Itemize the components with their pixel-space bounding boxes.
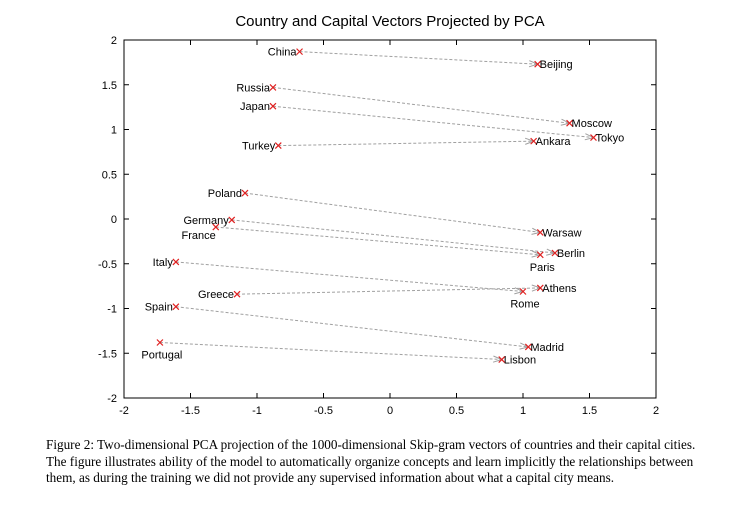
points-layer: China Beijing Russia Moscow Japan Tokyo Turkey… — [141, 47, 624, 367]
point-marker-ankara — [530, 137, 538, 145]
arrow-italy — [175, 261, 524, 292]
point-marker-france — [212, 223, 220, 231]
point-label-warsaw: Warsaw — [542, 227, 581, 239]
point-marker-madrid — [524, 343, 532, 351]
point-label-lisbon: Lisbon — [504, 355, 536, 367]
point-label-portugal: Portugal — [141, 350, 182, 362]
point-label-ankara: Ankara — [536, 136, 572, 148]
point-label-moscow: Moscow — [572, 118, 612, 130]
arrow-russia — [272, 86, 570, 124]
point-label-greece: Greece — [198, 289, 234, 301]
point-label-berlin: Berlin — [557, 248, 585, 260]
point-label-rome: Rome — [510, 298, 539, 310]
point-marker-china — [296, 48, 303, 56]
point-label-turkey: Turkey — [242, 141, 276, 153]
arrow-portugal — [159, 342, 502, 361]
figure-caption: Figure 2: Two-dimensional PCA projection… — [46, 437, 696, 485]
arrow-poland — [244, 192, 541, 233]
point-label-tokyo: Tokyo — [595, 133, 624, 145]
point-marker-poland — [241, 189, 249, 197]
point-label-spain: Spain — [145, 302, 173, 314]
point-label-germany: Germany — [183, 215, 229, 227]
axis-ticks: -2 -1.5 -1 -0.5 0 0.5 1 1.5 2 2 1.5 1 0.5 0 -0.5 -1 -1.5… — [98, 35, 659, 417]
point-label-russia: Russia — [236, 82, 271, 94]
point-marker-warsaw — [536, 229, 544, 236]
point-label-madrid: Madrid — [530, 342, 564, 354]
point-label-athens: Athens — [542, 283, 577, 295]
y-tick-label: -1.5 — [98, 348, 117, 360]
point-marker-rome — [519, 288, 527, 295]
point-marker-lisbon — [498, 356, 506, 363]
arrow-turkey — [278, 140, 534, 147]
point-marker-turkey — [274, 142, 282, 150]
point-label-china: China — [268, 47, 298, 59]
arrow-japan — [272, 105, 594, 139]
y-tick-label: 1 — [111, 125, 117, 137]
point-marker-athens — [536, 284, 544, 292]
point-marker-greece — [233, 290, 241, 298]
y-tick-label: -1 — [107, 304, 117, 316]
point-marker-spain — [172, 303, 180, 311]
point-marker-beijing — [534, 60, 542, 68]
point-marker-japan — [269, 102, 277, 110]
x-tick-label: 2 — [653, 405, 659, 417]
y-tick-label: 0 — [111, 214, 117, 226]
x-tick-label: 1 — [520, 405, 526, 417]
x-tick-label: -2 — [119, 405, 129, 417]
point-marker-germany — [228, 216, 236, 224]
point-marker-berlin — [551, 249, 559, 257]
arrow-france — [215, 226, 541, 256]
arrow-greece — [237, 287, 541, 295]
point-marker-paris — [536, 251, 544, 259]
y-tick-label: 0.5 — [102, 169, 117, 181]
point-label-paris: Paris — [530, 262, 556, 274]
point-label-beijing: Beijing — [540, 59, 573, 71]
x-tick-label: 0 — [387, 405, 393, 417]
y-tick-label: 1.5 — [102, 80, 117, 92]
point-label-italy: Italy — [153, 257, 174, 269]
point-label-poland: Poland — [208, 188, 242, 200]
x-tick-label: -0.5 — [314, 405, 333, 417]
point-marker-italy — [172, 258, 180, 266]
point-marker-portugal — [156, 339, 164, 346]
point-marker-moscow — [566, 119, 573, 127]
point-label-france: France — [182, 230, 216, 242]
x-tick-label: -1 — [252, 405, 262, 417]
y-tick-label: -2 — [107, 393, 117, 405]
arrow-germany — [231, 219, 555, 254]
pca-chart: Country and Capital Vectors Projected by… — [98, 13, 659, 417]
x-tick-label: -1.5 — [181, 405, 200, 417]
chart-title: Country and Capital Vectors Projected by… — [235, 13, 544, 30]
point-label-japan: Japan — [240, 101, 270, 113]
y-tick-label: -0.5 — [98, 259, 117, 271]
point-marker-tokyo — [590, 134, 597, 141]
x-tick-label: 0.5 — [449, 405, 464, 417]
arrow-spain — [175, 306, 529, 348]
point-marker-russia — [269, 84, 277, 91]
x-tick-label: 1.5 — [582, 405, 597, 417]
y-tick-label: 2 — [111, 35, 117, 47]
arrow-china — [299, 51, 538, 65]
arrows-layer — [159, 51, 595, 363]
